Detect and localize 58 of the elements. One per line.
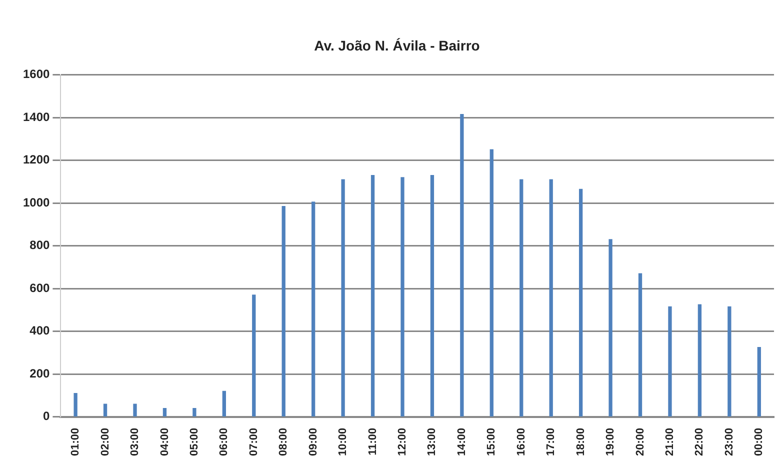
bar [608,239,612,416]
bar [698,304,702,416]
bar [520,179,524,416]
bar [757,347,761,416]
bar [578,188,583,416]
x-tick-label: 13:00 [426,428,438,456]
bar [549,179,553,416]
bar [133,404,137,416]
x-tick-label: 23:00 [723,428,736,456]
y-tick-label: 800 [30,238,50,252]
bar [460,114,464,416]
y-tick-label: 1400 [22,110,50,124]
bar [282,206,286,416]
y-tick-label: 200 [30,366,50,380]
bar [222,390,226,416]
bar [638,273,642,416]
x-tick-label: 00:00 [753,428,766,456]
x-tick-label: 17:00 [545,428,558,456]
x-tick-label: 08:00 [278,428,290,456]
bar [341,179,345,416]
y-tick-label: 0 [43,409,50,424]
bar [162,408,167,416]
x-tick-label: 02:00 [99,428,112,456]
x-tick-label: 22:00 [694,428,706,456]
bar [400,177,404,416]
y-tick-label: 1000 [22,195,50,210]
chart-title: Av. João N. Ávila - Bairro [314,37,480,54]
y-tick-label: 1600 [22,67,50,82]
x-tick-label: 12:00 [396,428,409,456]
bar [103,404,108,416]
x-tick-label: 09:00 [307,428,320,456]
x-tick-label: 21:00 [664,428,676,456]
bar [430,174,434,416]
bar [74,393,78,416]
bar [311,202,316,416]
bar [490,149,494,416]
x-tick-label: 07:00 [248,428,260,456]
x-tick-label: 11:00 [366,428,379,456]
x-tick-label: 05:00 [188,428,200,456]
bar [192,408,196,416]
y-tick-label: 400 [30,324,50,338]
x-tick-label: 20:00 [634,428,646,456]
y-tick-label: 600 [30,280,50,295]
x-tick-label: 18:00 [574,428,587,456]
x-tick-label: 14:00 [456,428,468,456]
x-tick-label: 06:00 [218,428,230,456]
x-tick-label: 10:00 [337,428,350,456]
x-tick-label: 19:00 [604,428,617,456]
x-tick-label: 01:00 [70,428,82,456]
bar [728,306,732,416]
x-tick-label: 03:00 [129,428,142,456]
x-tick-label: 16:00 [515,428,528,456]
bar [252,294,256,416]
y-tick-label: 1200 [22,152,50,167]
bar [668,306,672,416]
x-tick-label: 04:00 [158,428,171,456]
bar [370,174,375,416]
x-tick-label: 15:00 [486,428,498,456]
